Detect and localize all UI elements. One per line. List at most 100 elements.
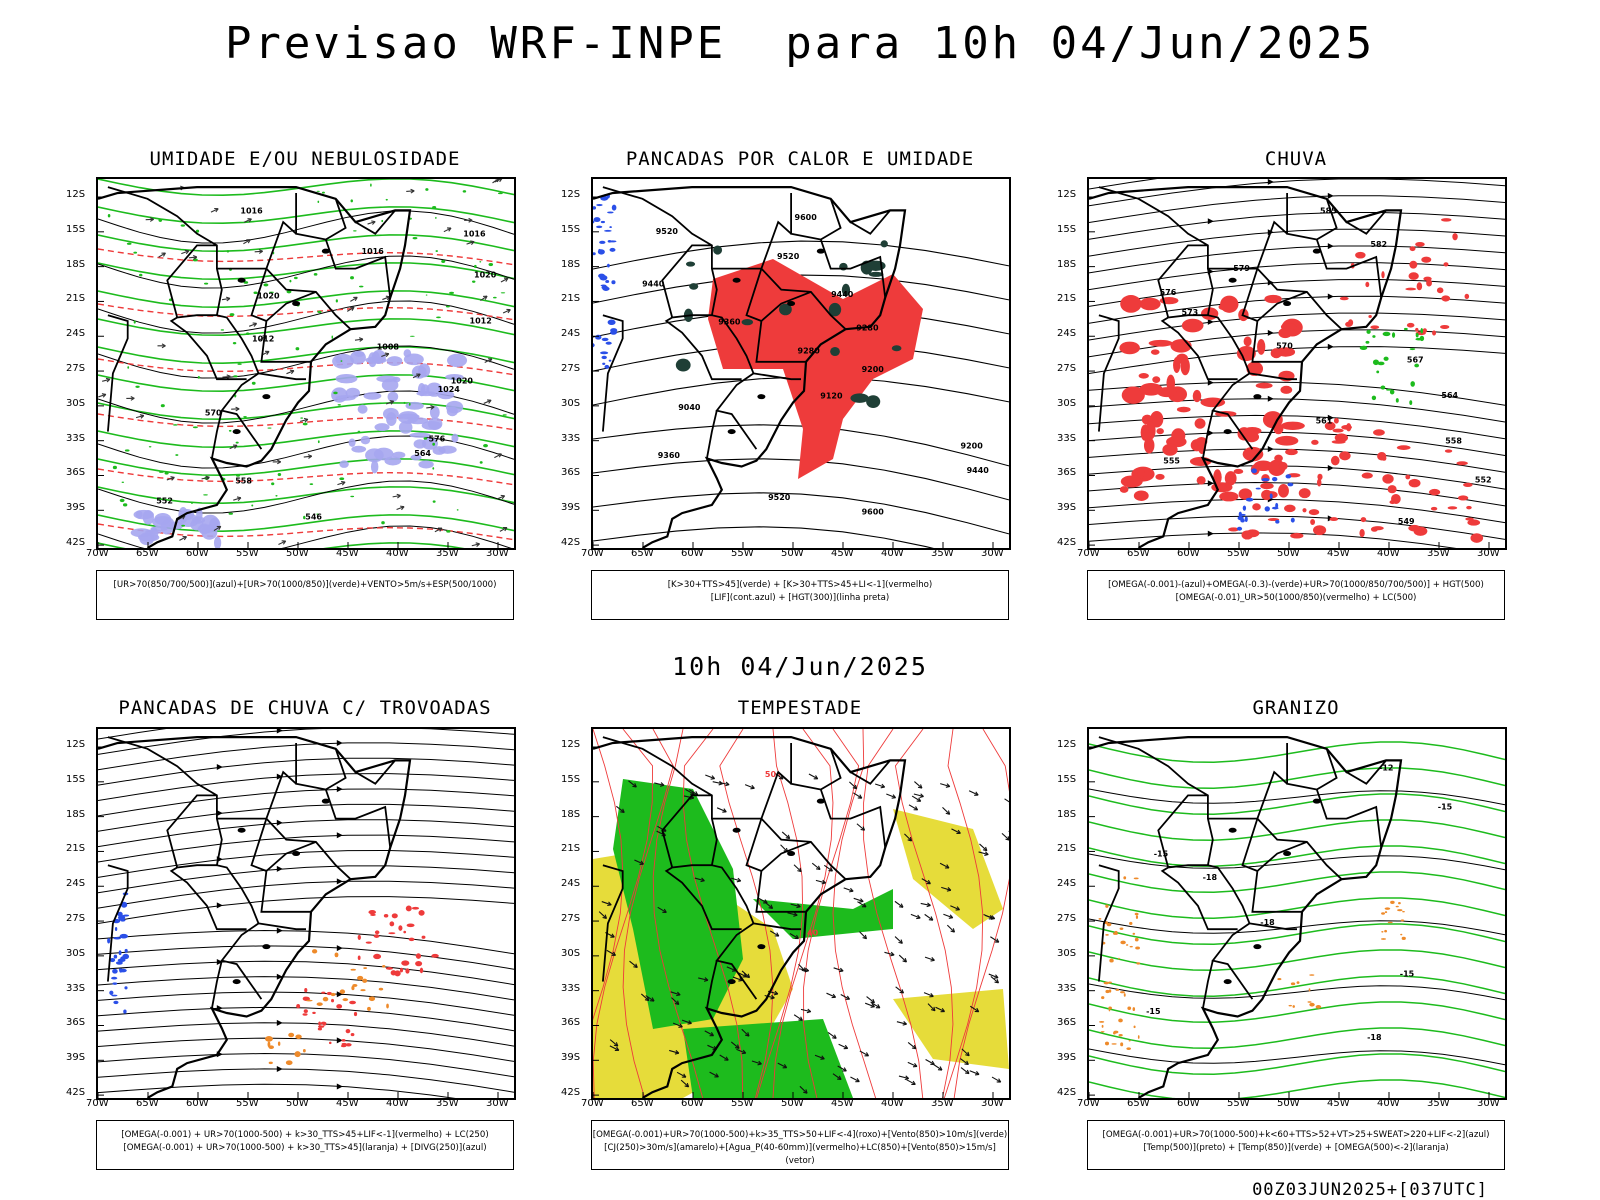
lat-tick-label: 42S — [561, 537, 581, 549]
lat-tick-label: 33S — [561, 432, 581, 444]
contour-label: -18 — [1260, 918, 1275, 927]
lon-tick-label: 55W — [731, 1098, 754, 1109]
lon-tick-label: 60W — [186, 1098, 209, 1109]
lat-tick-label: 30S — [561, 947, 581, 959]
lat-tick-label: 42S — [66, 537, 86, 549]
contour-label: 1012 — [252, 335, 274, 344]
lat-tick-label: 24S — [66, 328, 86, 340]
lat-tick-label: 21S — [66, 293, 86, 305]
contour-label: -15 — [1146, 1007, 1161, 1016]
lon-tick-label: 60W — [186, 548, 209, 559]
lat-tick-label: 21S — [561, 293, 581, 305]
contour-label: 570 — [1276, 341, 1293, 350]
contour-label: 570 — [205, 408, 222, 417]
lat-tick-label: 21S — [561, 843, 581, 855]
lon-tick-label: 70W — [581, 548, 604, 559]
map-canvas — [98, 729, 514, 1098]
contour-label: 1012 — [470, 316, 492, 325]
contour-label: -18 — [1203, 873, 1218, 882]
lon-tick-label: 40W — [1377, 548, 1400, 559]
panel-title-chuva: CHUVA — [1264, 148, 1328, 170]
legend-line: [OMEGA(-0.001) + UR>70(1000-500) + k>30_… — [121, 1130, 489, 1140]
lat-tick-label: 15S — [66, 223, 86, 235]
lat-tick-label: 12S — [66, 739, 86, 750]
lon-tick-label: 35W — [1427, 1098, 1450, 1109]
lat-tick-label: 15S — [66, 773, 86, 785]
lon-tick-label: 40W — [881, 548, 904, 559]
lat-tick-label: 24S — [561, 878, 581, 890]
legend-umidade: [UR>70(850/700/500)](azul)+[UR>70(1000/8… — [96, 570, 514, 620]
contour-label: 9200 — [862, 365, 885, 374]
lat-tick-label: 21S — [66, 843, 86, 855]
lon-tick-label: 50W — [781, 1098, 804, 1109]
contour-label: 555 — [1163, 457, 1180, 466]
lon-tick-label: 45W — [336, 1098, 359, 1109]
contour-label: 576 — [429, 435, 446, 444]
contour-label: 582 — [1370, 240, 1387, 249]
legend-trovoadas: [OMEGA(-0.001) + UR>70(1000-500) + k>30_… — [96, 1120, 514, 1170]
contour-label: -15 — [1400, 970, 1415, 979]
lat-tick-label: 39S — [1057, 1052, 1077, 1064]
legend-line: [OMEGA(-0.001)+UR>70(1000-500)+k<60+TTS>… — [1102, 1130, 1490, 1140]
lat-tick-label: 24S — [1057, 328, 1077, 340]
map-canvas: -12 -15 -15 -18 -18 -15 -15 -18 — [1089, 736, 1505, 1098]
map-canvas: 50 40 — [593, 729, 1009, 1098]
lat-tick-label: 12S — [561, 739, 581, 750]
legend-line: [OMEGA(-0.001)+UR>70(1000-500)+k>35_TTS>… — [592, 1130, 1008, 1140]
map-umidade: 1016 1016 1016 1020 1020 1012 1012 1008 1020 1024… — [96, 177, 516, 550]
contour-label: 1016 — [240, 206, 263, 215]
legend-granizo: [OMEGA(-0.001)+UR>70(1000-500)+k<60+TTS>… — [1087, 1120, 1505, 1170]
lon-tick-label: 45W — [831, 548, 854, 559]
lat-tick-label: 33S — [66, 982, 86, 994]
lon-tick-label: 65W — [1127, 1098, 1150, 1109]
lat-tick-label: 42S — [66, 1087, 86, 1099]
lat-tick-label: 36S — [561, 467, 581, 479]
lon-tick-label: 30W — [486, 548, 509, 559]
lat-tick-label: 21S — [1057, 843, 1077, 855]
contour-label: -15 — [1154, 850, 1169, 859]
lat-tick-label: 30S — [1057, 397, 1077, 409]
lat-tick-label: 30S — [561, 397, 581, 409]
lat-tick-label: 42S — [561, 1087, 581, 1099]
lat-tick-label: 18S — [561, 258, 581, 270]
lat-tick-label: 12S — [1057, 189, 1077, 200]
panel-title-umidade: UMIDADE E/OU NEBULOSIDADE — [149, 148, 461, 170]
lon-tick-label: 30W — [486, 1098, 509, 1109]
lon-tick-label: 50W — [1277, 1098, 1300, 1109]
lat-tick-label: 27S — [1057, 363, 1077, 375]
lon-tick-label: 60W — [1177, 1098, 1200, 1109]
lon-tick-label: 65W — [631, 548, 654, 559]
contour-label: 552 — [156, 497, 173, 506]
contour-label: 50 — [765, 770, 777, 779]
lat-tick-label: 18S — [1057, 258, 1077, 270]
lon-tick-label: 65W — [136, 548, 159, 559]
lon-tick-label: 35W — [931, 1098, 954, 1109]
contour-label: 546 — [305, 513, 322, 522]
contour-label: 573 — [1182, 308, 1199, 317]
contour-label: 1016 — [463, 230, 486, 239]
lat-tick-label: 12S — [66, 189, 86, 200]
lat-tick-label: 27S — [561, 363, 581, 375]
lon-tick-label: 40W — [1377, 1098, 1400, 1109]
contour-label: 9520 — [656, 227, 679, 236]
contour-label: -18 — [1367, 1033, 1382, 1042]
lon-tick-label: 40W — [881, 1098, 904, 1109]
lon-tick-label: 35W — [436, 1098, 459, 1109]
legend-line: [CJ(250)>30m/s](amarelo)+[Agua_P(40-60mm… — [604, 1143, 996, 1166]
contour-label: 9520 — [777, 252, 800, 261]
contour-label: 552 — [1475, 476, 1492, 485]
lat-tick-label: 36S — [1057, 467, 1077, 479]
lat-tick-label: 36S — [561, 1017, 581, 1029]
lat-tick-label: 18S — [66, 808, 86, 820]
map-pancadas-calor: 9600 9520 9520 9440 9440 9360 9280 9280 9200 9120… — [591, 177, 1011, 550]
lat-tick-label: 21S — [1057, 293, 1077, 305]
legend-line: [OMEGA(-0.001)-(azul)+OMEGA(-0.3)-(verde… — [1108, 580, 1484, 590]
lat-tick-label: 27S — [1057, 913, 1077, 925]
mid-title: 10h 04/Jun/2025 — [672, 652, 928, 681]
lon-tick-label: 30W — [981, 548, 1004, 559]
lat-tick-label: 33S — [561, 982, 581, 994]
contour-label: 9440 — [642, 280, 665, 289]
main-title: Previsao WRF-INPE para 10h 04/Jun/2025 — [224, 18, 1376, 69]
contour-label: 9200 — [961, 441, 984, 450]
